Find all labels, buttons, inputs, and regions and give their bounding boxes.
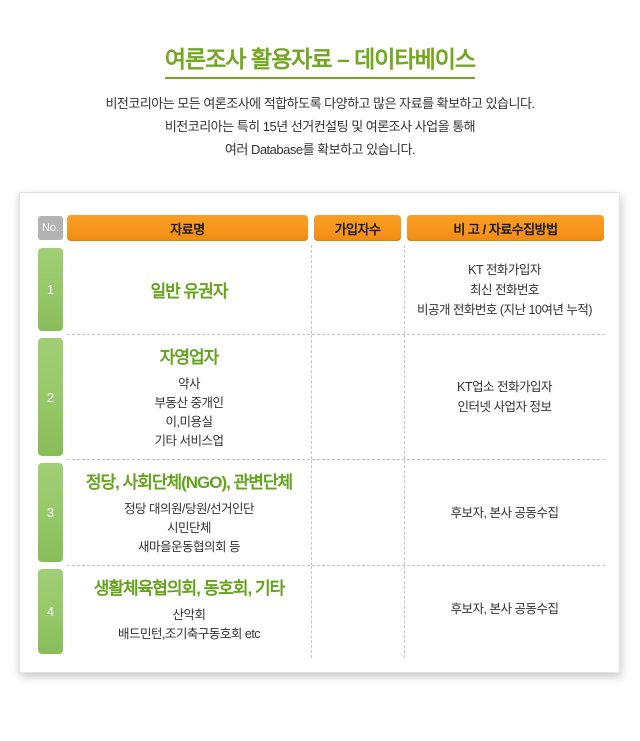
dataset-title: 생활체육협의회, 동호회, 기타 [93,579,286,598]
intro-line-3: 여러 Database를 확보하고 있습니다. [224,142,416,157]
note-line: 비공개 전화번호 (지난 10여년 누적) [416,302,593,317]
dataset-name-cell: 일반 유권자 [67,245,311,334]
note-cell: 후보자, 본사 공동수집 [404,460,604,565]
dataset-item: 부동산 중개인 [154,396,224,410]
intro-paragraph: 비전코리아는 모든 여론조사에 적합하도록 다양하고 많은 자료를 확보하고 있… [0,92,640,161]
dataset-item: 시민단체 [166,521,212,535]
note-line: KT업소 전화가입자 [457,380,552,394]
dataset-item: 기타 서비스업 [154,434,224,448]
subscriber-count-cell [311,566,404,658]
dataset-item: 약사 [177,377,201,391]
note-line: 최신 전화번호 [470,282,539,297]
intro-line-1: 비전코리아는 모든 여론조사에 적합하도록 다양하고 많은 자료를 확보하고 있… [105,96,535,111]
note-line: KT 전화가입자 [468,262,541,277]
header-no: No. [38,216,63,240]
note-line: 후보자, 본사 공동수집 [450,505,559,520]
header-subscriber-count: 가입자수 [314,215,401,241]
dataset-item: 새마을운동협의회 등 [138,540,240,554]
dataset-item: 산악회 [172,608,206,622]
subscriber-count-cell [311,335,404,459]
dataset-item: 이,미용실 [165,415,213,429]
subscriber-count-cell [311,460,404,565]
header-note: 비 고 / 자료수집방법 [407,215,604,241]
page-title-text: 여론조사 활용자료 – 데이타베이스 [164,40,476,79]
row-number-badge: 2 [38,338,63,456]
database-table: No. 자료명 가입자수 비 고 / 자료수집방법 1 일반 유권자 KT 전화… [19,192,620,673]
note-line: 후보자, 본사 공동수집 [450,602,559,616]
dataset-title: 일반 유권자 [150,282,229,301]
dataset-title: 정당, 사회단체(NGO), 관변단체 [85,473,293,492]
page-title: 여론조사 활용자료 – 데이타베이스 [0,40,640,79]
subscriber-count-cell [311,245,404,334]
dataset-item: 정당 대의원/당원/선거인단 [124,502,254,516]
note-cell: 후보자, 본사 공동수집 [404,566,604,658]
row-number-badge: 4 [38,569,63,654]
dataset-item: 배드민턴,조기축구동호회 etc [117,627,261,641]
header-cells: 자료명 가입자수 비 고 / 자료수집방법 [67,215,605,241]
table-header-row: No. 자료명 가입자수 비 고 / 자료수집방법 [38,215,605,241]
header-dataset-name: 자료명 [67,215,308,241]
row-number-badge: 3 [38,463,63,562]
intro-line-2: 비전코리아는 특히 15년 선거컨설팅 및 여론조사 사업을 통해 [164,119,476,134]
row-number-badge: 1 [38,248,63,331]
page: 여론조사 활용자료 – 데이타베이스 비전코리아는 모든 여론조사에 적합하도록… [0,40,640,673]
note-line: 인터넷 사업자 정보 [457,400,552,414]
dataset-title: 자영업자 [159,348,220,367]
